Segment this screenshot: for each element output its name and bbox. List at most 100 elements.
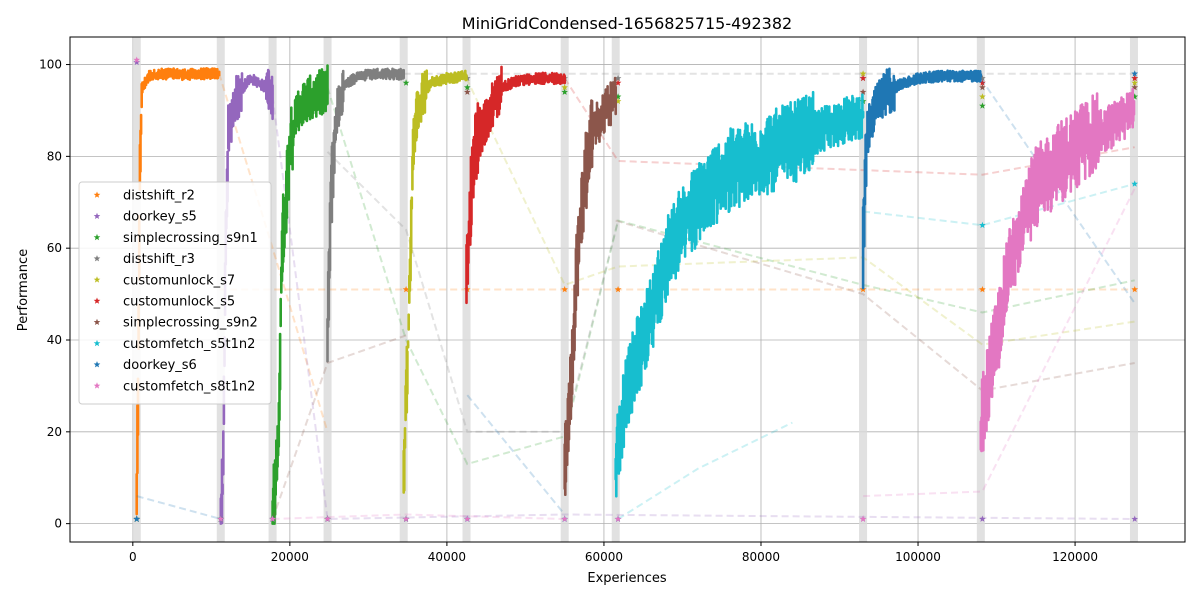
eval-point-marker bbox=[979, 84, 986, 91]
eval-point-marker bbox=[1131, 79, 1139, 86]
eval-point-marker bbox=[402, 286, 410, 293]
eval-point-marker bbox=[614, 515, 622, 522]
eval-point-marker bbox=[614, 74, 622, 82]
eval-point-marker bbox=[614, 286, 622, 293]
task-boundary-band bbox=[399, 37, 408, 542]
learning-curve bbox=[465, 65, 566, 305]
legend-label: distshift_r3 bbox=[123, 252, 195, 267]
legend-label: doorkey_s6 bbox=[123, 358, 197, 373]
eval-trend-line bbox=[271, 96, 1135, 521]
learning-curve bbox=[135, 67, 221, 516]
eval-point-marker bbox=[561, 286, 568, 293]
eval-trend-line bbox=[617, 421, 793, 520]
legend-marker bbox=[93, 318, 101, 325]
eval-trend-line bbox=[218, 73, 329, 433]
legend-marker bbox=[93, 339, 101, 347]
y-tick-label: 80 bbox=[47, 149, 62, 163]
eval-point-marker bbox=[402, 515, 410, 522]
task-boundary-band bbox=[611, 37, 620, 542]
eval-trend-line bbox=[326, 87, 1135, 466]
legend-marker bbox=[93, 233, 101, 241]
x-tick-label: 60000 bbox=[585, 550, 623, 564]
legend-label: distshift_r2 bbox=[123, 189, 195, 204]
eval-trend-line bbox=[272, 513, 565, 520]
y-axis-label: Performance bbox=[16, 249, 31, 331]
eval-point-marker bbox=[561, 84, 568, 91]
eval-point-marker bbox=[133, 56, 141, 63]
legend-marker bbox=[93, 276, 101, 283]
x-axis-label: Experiences bbox=[587, 571, 666, 586]
eval-point-marker bbox=[133, 515, 141, 522]
eval-point-marker bbox=[979, 74, 986, 82]
series-layer bbox=[133, 56, 1139, 525]
eval-point-marker bbox=[1131, 180, 1139, 187]
eval-trend-line bbox=[465, 77, 1135, 346]
eval-point-marker bbox=[979, 221, 986, 229]
eval-trend-line bbox=[615, 219, 1135, 392]
learning-curve bbox=[326, 67, 405, 363]
eval-point-marker bbox=[464, 515, 471, 522]
eval-point-marker bbox=[614, 79, 622, 86]
eval-point-marker bbox=[979, 93, 986, 100]
eval-point-marker bbox=[402, 79, 410, 86]
learning-curve bbox=[614, 90, 865, 498]
plot-frame bbox=[69, 36, 1186, 543]
eval-trend-line bbox=[326, 151, 620, 433]
eval-point-marker bbox=[133, 58, 141, 66]
legend-label: simplecrossing_s9n1 bbox=[123, 231, 258, 246]
y-tick-label: 40 bbox=[47, 333, 62, 347]
legend-marker bbox=[93, 255, 101, 262]
eval-trend-line bbox=[466, 394, 566, 516]
eval-point-marker bbox=[1131, 286, 1139, 293]
legend-frame bbox=[78, 181, 272, 405]
legend-marker bbox=[93, 212, 101, 219]
eval-trend-line bbox=[136, 495, 222, 520]
legend-label: customunlock_s7 bbox=[123, 273, 235, 288]
x-tick-label: 20000 bbox=[271, 550, 309, 564]
y-tick-label: 60 bbox=[47, 241, 62, 255]
learning-curve bbox=[979, 87, 1136, 453]
y-tick-label: 20 bbox=[47, 425, 62, 439]
legend-marker bbox=[93, 191, 101, 198]
eval-point-marker bbox=[979, 515, 986, 522]
eval-point-marker bbox=[614, 97, 622, 105]
legend-label: simplecrossing_s9n2 bbox=[123, 316, 258, 331]
legend-label: customfetch_s8t1n2 bbox=[123, 379, 255, 394]
eval-point-marker bbox=[859, 74, 867, 82]
eval-point-marker bbox=[269, 515, 276, 522]
eval-point-marker bbox=[464, 84, 471, 91]
eval-point-marker bbox=[859, 70, 867, 77]
eval-point-marker bbox=[1131, 93, 1139, 100]
eval-point-marker bbox=[324, 515, 331, 522]
x-tick-label: 120000 bbox=[1052, 550, 1098, 564]
eval-point-marker bbox=[1131, 74, 1139, 82]
x-tick-label: 80000 bbox=[742, 550, 780, 564]
legend-label: customunlock_s5 bbox=[123, 295, 235, 310]
eval-point-marker bbox=[217, 515, 225, 522]
legend: distshift_r2 doorkey_s5 simplecrossing_s9n… bbox=[78, 181, 272, 405]
eval-point-marker bbox=[979, 102, 986, 109]
learning-curve bbox=[402, 69, 468, 494]
axes-ticks: 0 20000 40000 60000 80000 100000 120000 0 20 40 60… bbox=[39, 58, 1098, 564]
eval-trend-line bbox=[271, 334, 407, 520]
learning-curve bbox=[861, 67, 983, 290]
chart-title: MiniGridCondensed-1656825715-492382 bbox=[462, 14, 792, 33]
learning-curve bbox=[563, 76, 617, 496]
y-tick-label: 100 bbox=[39, 58, 62, 72]
eval-point-marker bbox=[859, 515, 867, 522]
y-tick-label: 0 bbox=[54, 517, 62, 531]
x-tick-label: 40000 bbox=[428, 550, 466, 564]
eval-point-marker bbox=[561, 515, 568, 522]
eval-point-marker bbox=[561, 88, 568, 95]
eval-trend-line bbox=[862, 182, 1135, 227]
eval-point-marker bbox=[464, 88, 471, 95]
legend-marker bbox=[93, 361, 101, 368]
x-tick-label: 100000 bbox=[895, 550, 941, 564]
x-tick-label: 0 bbox=[129, 550, 137, 564]
eval-point-marker bbox=[979, 79, 986, 86]
eval-point-marker bbox=[1131, 84, 1139, 91]
learning-curve bbox=[271, 64, 329, 525]
eval-point-marker bbox=[1131, 70, 1139, 77]
legend-marker bbox=[93, 297, 101, 304]
